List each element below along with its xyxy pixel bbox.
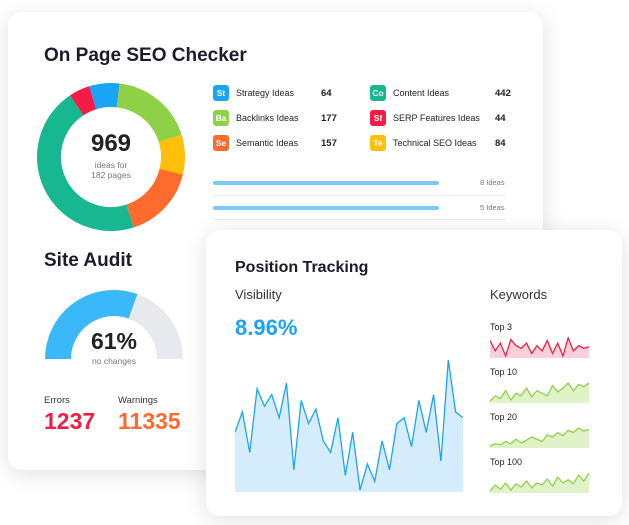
badge-icon: St	[213, 85, 229, 101]
legend-value: 64	[321, 88, 332, 99]
legend-label: Content Ideas	[393, 88, 450, 98]
site-audit-title: Site Audit	[44, 250, 132, 271]
legend-value: 177	[321, 113, 337, 124]
errors-label: Errors	[44, 395, 70, 406]
chart-area	[490, 428, 589, 448]
badge-icon: Se	[213, 135, 229, 151]
legend-label: Backlinks Ideas	[236, 113, 299, 123]
gauge-fill	[45, 290, 138, 360]
legend-value: 442	[495, 88, 511, 99]
position-tracking-card: Position Tracking Visibility 8.96% Keywo…	[206, 230, 622, 516]
donut-segment	[70, 86, 97, 116]
keyword-label: Top 10	[490, 367, 518, 377]
audit-percent: 61%	[90, 328, 138, 354]
legend-label: SERP Features Ideas	[393, 113, 480, 123]
legend-value: 44	[495, 113, 506, 124]
ideas-donut-chart	[37, 83, 185, 231]
visibility-label: Visibility	[235, 287, 282, 302]
badge-icon: Sf	[370, 110, 386, 126]
legend-label: Strategy Ideas	[236, 88, 295, 98]
badge-icon: Co	[370, 85, 386, 101]
donut-segment	[116, 83, 182, 143]
tracking-title: Position Tracking	[235, 259, 369, 276]
ideas-for-label: ideas for	[94, 160, 128, 170]
donut-segment	[125, 168, 183, 228]
errors-value: 1237	[44, 408, 96, 434]
legend-label: Technical SEO Ideas	[393, 138, 477, 148]
keyword-label: Top 20	[490, 412, 518, 422]
badge-icon: Ba	[213, 110, 229, 126]
legend-value: 157	[321, 138, 337, 149]
donut-segment	[37, 95, 134, 231]
donut-segment	[158, 134, 185, 175]
audit-sub: no changes	[92, 356, 136, 366]
chart-line	[235, 359, 463, 491]
total-ideas: 969	[90, 130, 132, 157]
chart-line	[490, 472, 589, 492]
divider	[213, 219, 506, 220]
chart-line	[490, 381, 589, 402]
legend-item: Te Technical SEO Ideas	[370, 135, 477, 151]
audit-gauge	[45, 290, 183, 360]
keyword-label: Top 3	[490, 322, 513, 332]
keyword-sparkline	[490, 381, 589, 403]
ideas-bar	[213, 206, 439, 210]
keyword-sparkline	[490, 427, 589, 448]
chart-line	[490, 427, 589, 447]
chart-area	[490, 473, 589, 493]
warnings-value: 11335	[118, 408, 181, 434]
chart-line	[490, 336, 589, 358]
legend-item: Se Semantic Ideas	[213, 135, 298, 151]
visibility-chart	[235, 359, 463, 492]
ideas-bar	[213, 181, 439, 185]
visibility-value: 8.96%	[235, 315, 298, 340]
legend-item: Co Content Ideas	[370, 85, 449, 101]
chart-area	[235, 360, 463, 492]
keywords-label: Keywords	[490, 287, 548, 302]
ideas-bar-label: 5 Ideas	[480, 203, 505, 212]
warnings-label: Warnings	[118, 395, 158, 406]
ideas-bar-label: 8 Ideas	[480, 178, 505, 187]
donut-segment	[89, 83, 120, 110]
legend-item: St Strategy Ideas	[213, 85, 294, 101]
legend-item: Sf SERP Features Ideas	[370, 110, 480, 126]
seo-title: On Page SEO Checker	[44, 45, 247, 66]
badge-icon: Te	[370, 135, 386, 151]
chart-area	[490, 383, 589, 403]
keyword-label: Top 100	[490, 457, 523, 467]
keyword-sparkline	[490, 472, 589, 493]
legend-label: Semantic Ideas	[236, 138, 299, 148]
legend-item: Ba Backlinks Ideas	[213, 110, 299, 126]
legend-value: 84	[495, 138, 506, 149]
keyword-sparkline	[490, 336, 589, 358]
pages-label: 182 pages	[91, 170, 131, 180]
divider	[213, 195, 506, 196]
